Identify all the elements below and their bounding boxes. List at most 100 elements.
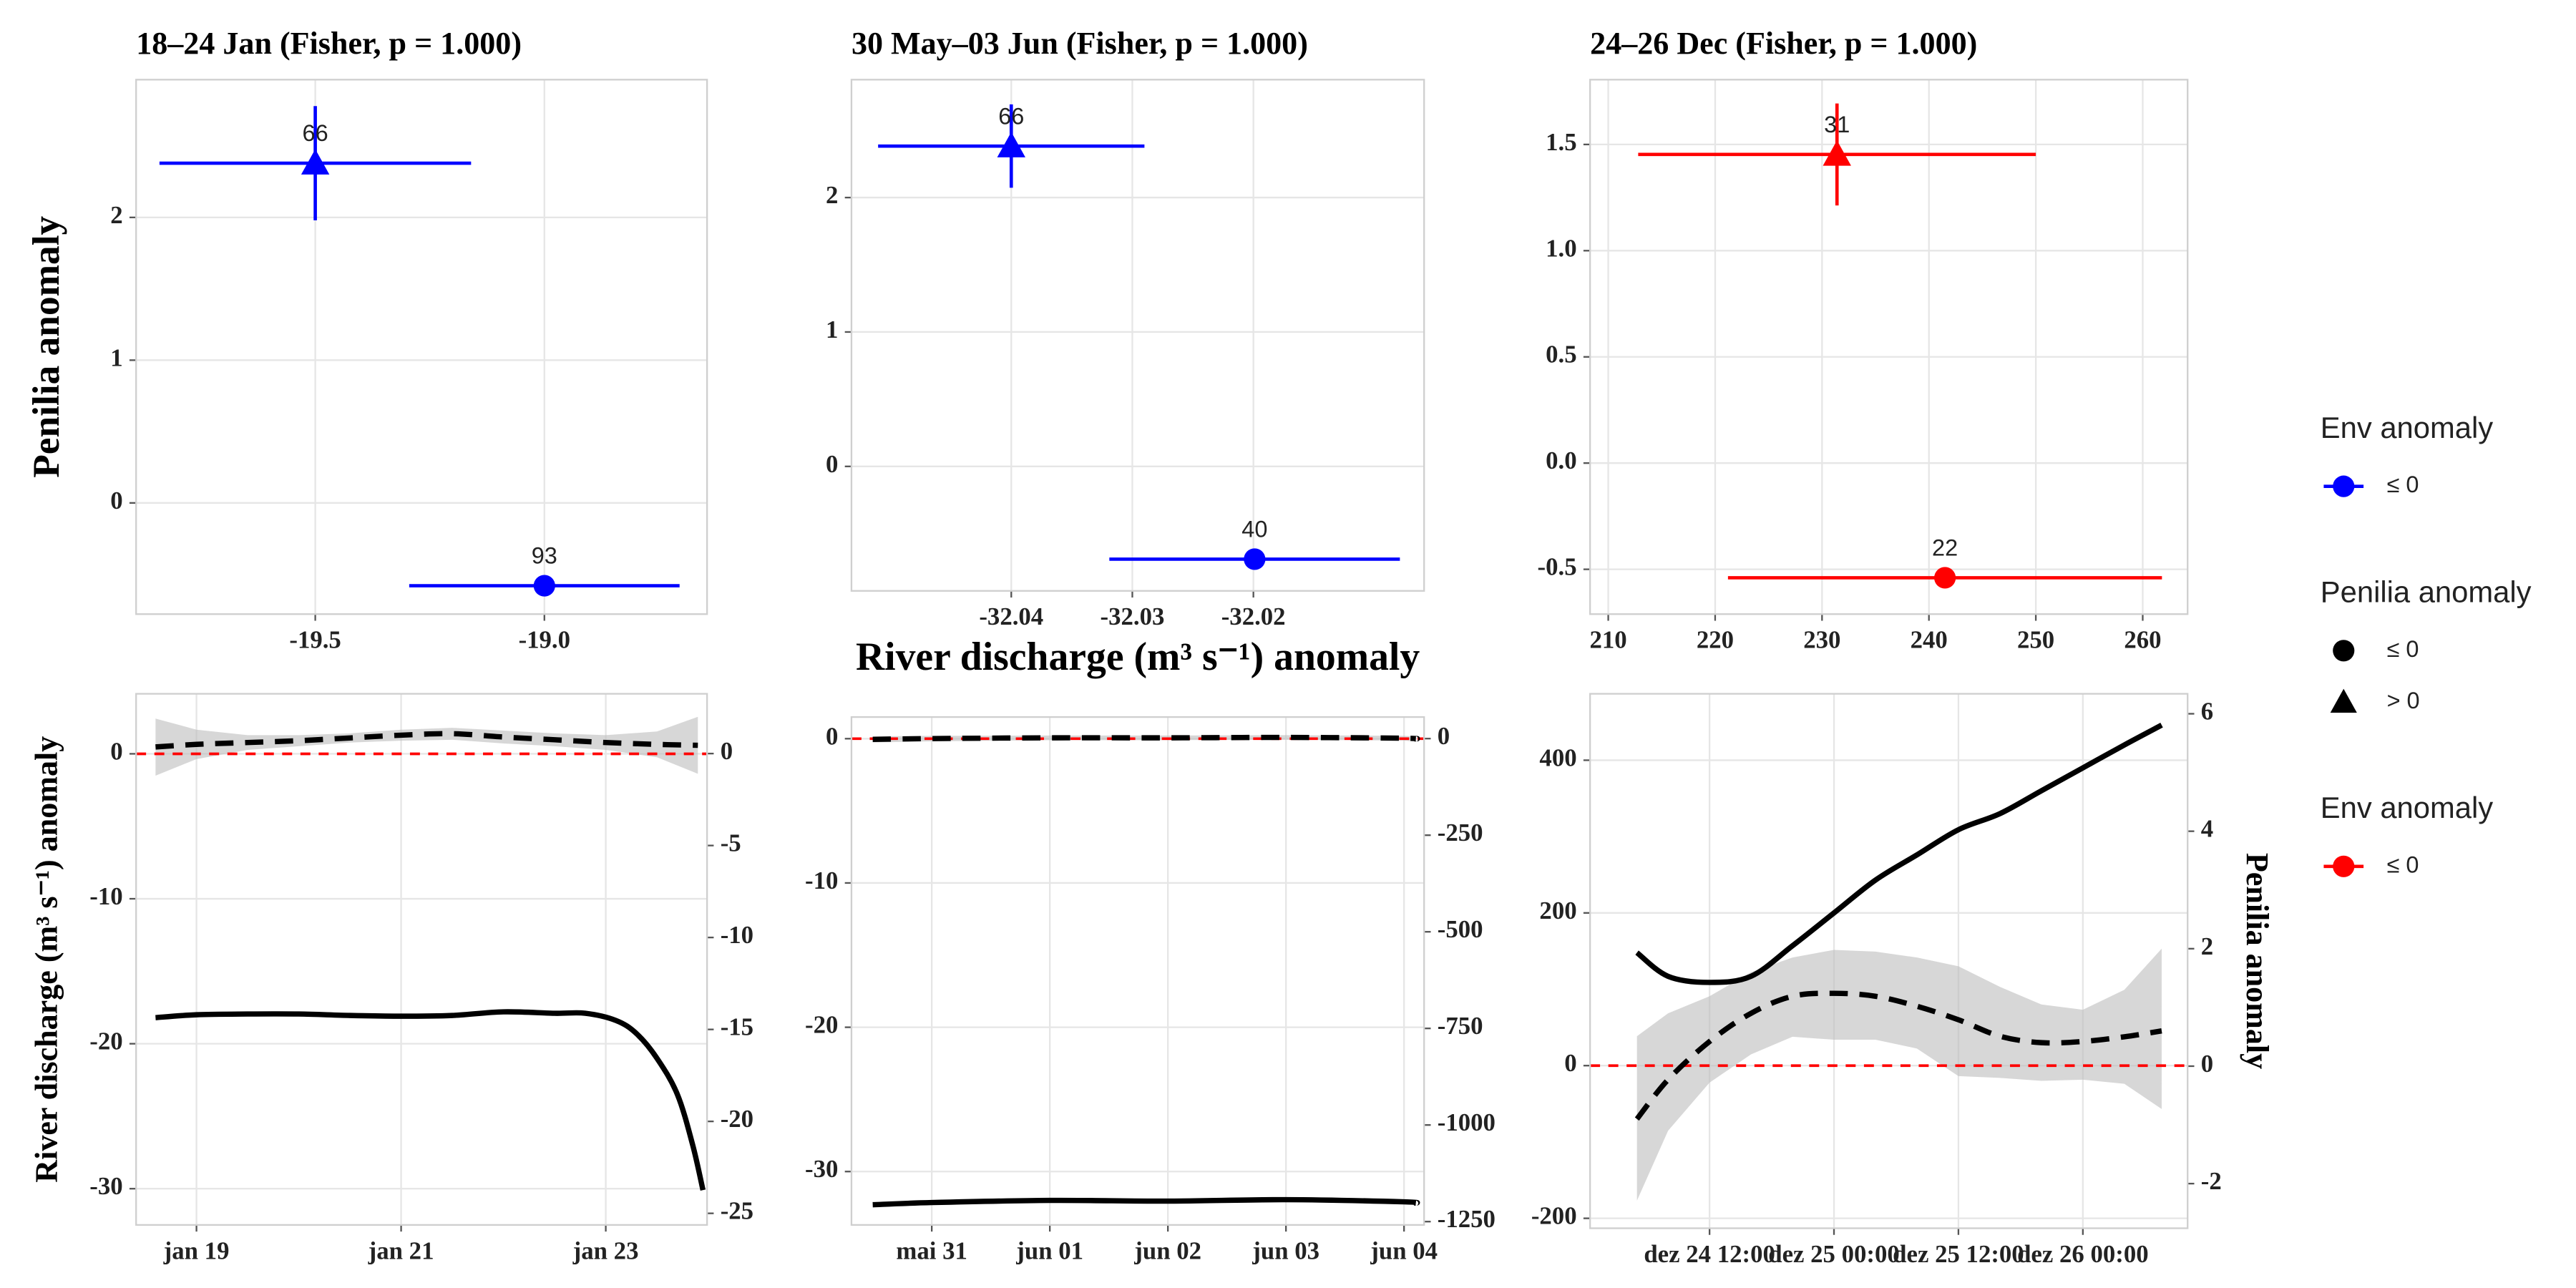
y-tick-label: 0 xyxy=(826,722,838,750)
panel-border xyxy=(135,79,708,615)
legend-title: Env anomaly xyxy=(2321,411,2493,444)
y-axis-label: Penilia anomaly xyxy=(24,215,67,477)
y-tick-label: -30 xyxy=(89,1172,122,1200)
x-tick-label: dez 26 00:00 xyxy=(2017,1240,2149,1268)
legend-key xyxy=(2333,640,2355,662)
x-tick-label: 240 xyxy=(1911,626,1948,654)
y2-tick-label: 6 xyxy=(2201,697,2213,725)
line xyxy=(872,1196,1420,1208)
panel-background xyxy=(851,79,1425,591)
x-tick-label: 210 xyxy=(1589,626,1626,654)
x-tick-label: -32.04 xyxy=(979,602,1043,630)
confidence-band xyxy=(155,716,698,776)
data-label: 66 xyxy=(998,103,1024,129)
data-label: 40 xyxy=(1241,517,1267,542)
chart-title: 24–26 Dec (Fisher, p = 1.000) xyxy=(1590,26,1977,61)
y2-tick-label: -250 xyxy=(1438,819,1483,847)
y2-tick-label: -500 xyxy=(1438,915,1483,943)
x-tick-label: dez 25 00:00 xyxy=(1768,1240,1900,1268)
legend-title: Penilia anomaly xyxy=(2321,575,2532,608)
panel-border xyxy=(1589,693,2189,1229)
y-tick-label: 2 xyxy=(110,201,122,229)
y-tick-label: 0 xyxy=(110,737,122,765)
y-tick-label: 1.5 xyxy=(1546,128,1576,156)
y2-tick-label: -10 xyxy=(721,921,753,949)
y-tick-label: -20 xyxy=(805,1011,838,1039)
x-tick-label: 220 xyxy=(1697,626,1734,654)
data-label: 93 xyxy=(532,543,557,569)
y-tick-label: 2 xyxy=(826,181,838,209)
legend-key xyxy=(2330,688,2357,713)
y2-tick-label: 0 xyxy=(1438,722,1450,750)
y-tick-label: 400 xyxy=(1539,743,1576,771)
data-label: 66 xyxy=(303,120,328,146)
x-tick-label: 250 xyxy=(2017,626,2054,654)
panel-border xyxy=(850,79,1425,592)
point xyxy=(1934,567,1956,589)
point xyxy=(1244,548,1266,570)
point xyxy=(1823,140,1851,166)
line xyxy=(155,1009,706,1191)
legend-key xyxy=(2333,855,2355,877)
x-tick-label: dez 24 12:00 xyxy=(1644,1240,1775,1268)
y-tick-label: -10 xyxy=(89,882,122,910)
chart-title: 30 May–03 Jun (Fisher, p = 1.000) xyxy=(852,26,1308,61)
y-tick-label: 0 xyxy=(826,450,838,478)
panel-background xyxy=(136,79,708,615)
legend-label: ≤ 0 xyxy=(2387,852,2419,877)
y2-tick-label: -1000 xyxy=(1438,1108,1496,1136)
legend-key xyxy=(2333,475,2355,497)
y-tick-label: 1 xyxy=(110,343,122,371)
y2-tick-label: 4 xyxy=(2201,815,2213,843)
line xyxy=(1635,723,2163,985)
y-tick-label: -10 xyxy=(805,867,838,894)
point xyxy=(997,132,1025,157)
y2-tick-label: -5 xyxy=(721,829,741,857)
y-tick-label: 0.5 xyxy=(1546,341,1576,369)
y2-tick-label: -2 xyxy=(2201,1167,2222,1195)
x-tick-label: 260 xyxy=(2124,626,2161,654)
legend-label: > 0 xyxy=(2387,688,2420,713)
y-tick-label: 0.0 xyxy=(1546,447,1576,474)
y-tick-label: 200 xyxy=(1539,897,1576,924)
y-tick-label: -30 xyxy=(805,1155,838,1183)
y-tick-label: -20 xyxy=(89,1028,122,1055)
legend-label: ≤ 0 xyxy=(2387,636,2419,662)
data-label: 22 xyxy=(1932,535,1958,561)
y2-tick-label: -15 xyxy=(721,1013,753,1041)
x-axis-label: River discharge (m³ s⁻¹) anomaly xyxy=(856,635,1420,679)
dashed-line xyxy=(872,734,1420,742)
data-label: 31 xyxy=(1824,112,1850,137)
legend-title: Env anomaly xyxy=(2321,791,2493,824)
y2-tick-label: 0 xyxy=(2201,1050,2213,1078)
x-tick-label: jun 03 xyxy=(1252,1236,1319,1264)
legend-label: ≤ 0 xyxy=(2387,472,2419,497)
point xyxy=(533,575,555,597)
x-tick-label: jun 04 xyxy=(1370,1236,1438,1264)
y-tick-label: 1 xyxy=(826,316,838,343)
y2-tick-label: -20 xyxy=(721,1105,753,1133)
x-tick-label: jan 21 xyxy=(368,1236,434,1264)
panel-background xyxy=(136,693,708,1225)
x-tick-label: jun 01 xyxy=(1015,1236,1083,1264)
y-tick-label: 0 xyxy=(1564,1049,1576,1077)
y-tick-label: 0 xyxy=(110,487,122,514)
y2-tick-label: -1250 xyxy=(1438,1205,1496,1233)
y2-tick-label: 0 xyxy=(721,737,733,765)
y2-tick-label: 2 xyxy=(2201,932,2213,960)
x-tick-label: jan 19 xyxy=(163,1236,230,1264)
x-tick-label: 230 xyxy=(1803,626,1840,654)
x-tick-label: -19.0 xyxy=(519,626,570,654)
dashed-line xyxy=(1634,990,2162,1121)
x-tick-label: dez 25 12:00 xyxy=(1893,1240,2024,1268)
panel-border xyxy=(135,693,708,1226)
x-tick-label: jun 02 xyxy=(1133,1236,1201,1264)
panel-background xyxy=(1590,79,2188,615)
y-axis-label: River discharge (m³ s⁻¹) anomaly xyxy=(29,736,64,1183)
panel-border xyxy=(850,716,1425,1226)
x-tick-label: -32.02 xyxy=(1221,602,1286,630)
confidence-band xyxy=(1636,948,2162,1201)
x-tick-label: -32.03 xyxy=(1101,602,1165,630)
y2-axis-label: Penilia anomaly xyxy=(2240,853,2275,1069)
